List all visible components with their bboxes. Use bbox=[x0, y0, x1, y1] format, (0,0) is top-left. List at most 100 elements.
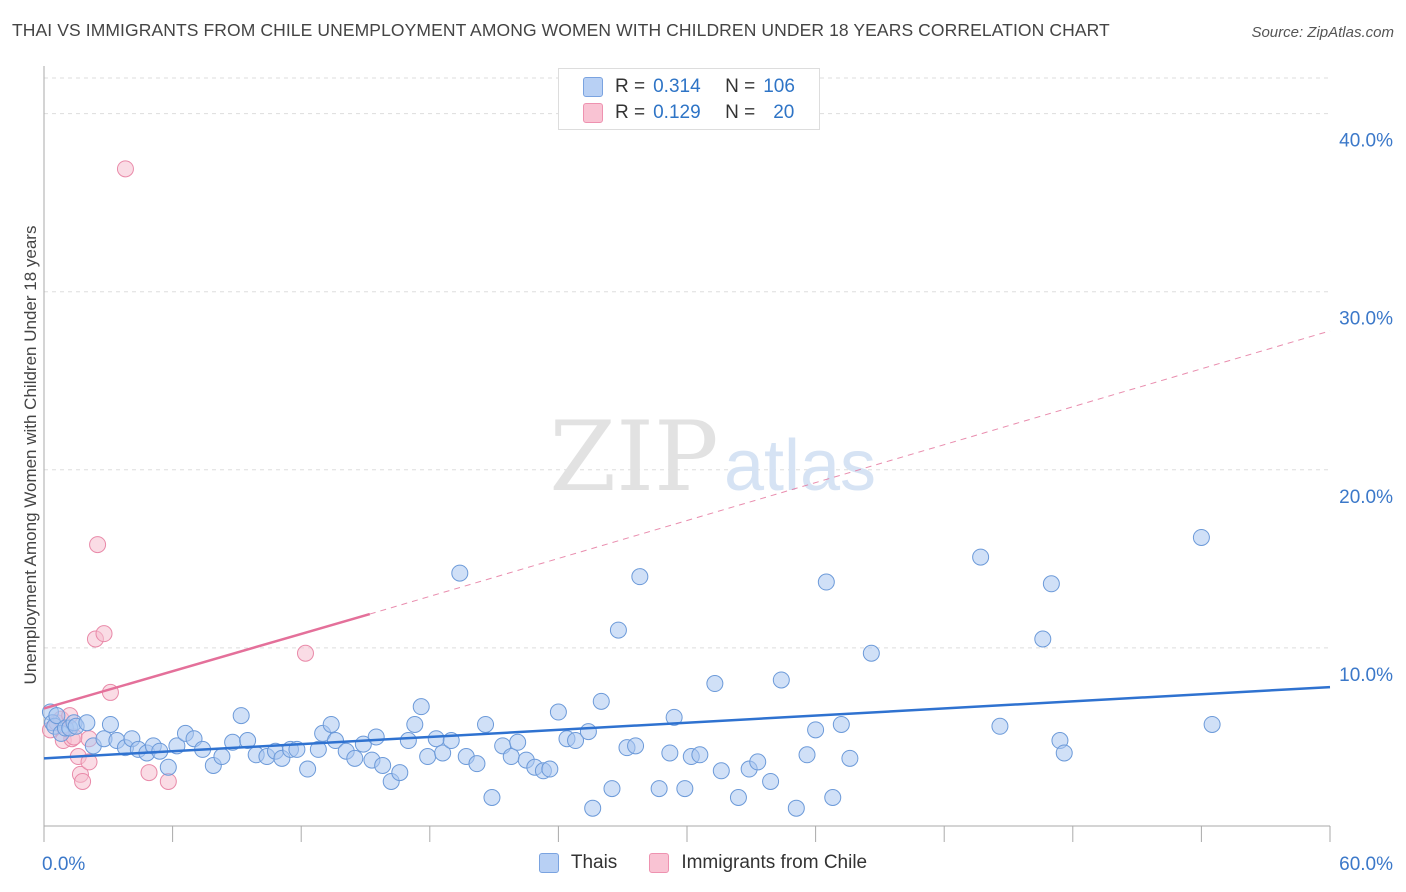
y-tick-label: 20.0% bbox=[1339, 487, 1393, 508]
chart-title: THAI VS IMMIGRANTS FROM CHILE UNEMPLOYME… bbox=[12, 20, 1110, 40]
legend-label-thais: Thais bbox=[570, 852, 618, 873]
thais-point bbox=[603, 780, 621, 798]
thais-point bbox=[451, 564, 469, 582]
thais-point bbox=[299, 760, 317, 778]
watermark-atlas: atlas bbox=[724, 426, 876, 506]
thais-point bbox=[841, 749, 859, 767]
thais-point bbox=[412, 698, 430, 716]
thais-point bbox=[48, 707, 66, 725]
thais-point bbox=[159, 758, 177, 776]
thais-point bbox=[468, 755, 486, 773]
legend-n-value-chile: 20 bbox=[773, 102, 795, 123]
chile-point bbox=[116, 160, 134, 178]
thais-point bbox=[1192, 528, 1210, 546]
thais-point bbox=[541, 760, 559, 778]
thais-point bbox=[972, 548, 990, 566]
chile-point bbox=[74, 772, 92, 790]
thais-point bbox=[817, 573, 835, 591]
thais-point bbox=[391, 764, 409, 782]
legend-swatch-chile bbox=[583, 103, 603, 123]
thais-point bbox=[483, 789, 501, 807]
thais-point bbox=[346, 749, 364, 767]
trend-lines bbox=[43, 330, 1331, 760]
thais-point bbox=[862, 644, 880, 662]
thais-point bbox=[567, 732, 585, 750]
chile-point bbox=[95, 625, 113, 643]
thais-point bbox=[609, 621, 627, 639]
thais-point bbox=[691, 746, 709, 764]
thais-point bbox=[807, 721, 825, 739]
thais-point bbox=[549, 703, 567, 721]
thais-point bbox=[367, 728, 385, 746]
thais-point bbox=[434, 744, 452, 762]
thais-point bbox=[239, 732, 257, 750]
thais-point bbox=[579, 723, 597, 741]
thais-point bbox=[676, 780, 694, 798]
thais-point bbox=[712, 762, 730, 780]
thais-point bbox=[798, 746, 816, 764]
source-label: Source: ZipAtlas.com bbox=[1251, 24, 1394, 41]
legend-row-thais: R = 0.314 N = 106 bbox=[583, 75, 795, 99]
legend-row-chile: R = 0.129 N = 20 bbox=[583, 101, 794, 125]
thais-point bbox=[78, 714, 96, 732]
thais-point bbox=[322, 715, 340, 733]
stats-legend: R = 0.314 N = 106 R = 0.129 N = 20 bbox=[558, 68, 820, 130]
grid-layer bbox=[44, 77, 1330, 649]
x-tick-label-max: 60.0% bbox=[1339, 854, 1393, 875]
legend-swatch-chile bbox=[649, 853, 670, 873]
legend-n-label: N = bbox=[725, 76, 756, 97]
thais-point bbox=[419, 748, 437, 766]
legend-r-value-chile: 0.129 bbox=[653, 102, 701, 123]
series-thais-points bbox=[41, 528, 1221, 817]
thais-point bbox=[213, 748, 231, 766]
chile-trend-line bbox=[43, 612, 371, 710]
y-axis-title: Unemployment Among Women with Children U… bbox=[21, 226, 40, 685]
legend-label-chile: Immigrants from Chile bbox=[681, 852, 868, 873]
legend-n-value-thais: 106 bbox=[763, 76, 795, 97]
legend-swatch-thais bbox=[583, 77, 603, 97]
y-tick-label: 10.0% bbox=[1339, 665, 1393, 686]
thais-point bbox=[406, 715, 424, 733]
thais-point bbox=[502, 748, 520, 766]
thais-point bbox=[650, 780, 668, 798]
legend-swatch-thais bbox=[538, 853, 559, 873]
thais-point bbox=[991, 717, 1009, 735]
thais-point bbox=[824, 789, 842, 807]
x-tick-label-min: 0.0% bbox=[42, 854, 85, 875]
chile-point bbox=[159, 772, 177, 790]
legend-item-thais[interactable]: Thais bbox=[538, 852, 618, 874]
thais-point bbox=[1203, 715, 1221, 733]
thais-point bbox=[592, 692, 610, 710]
thais-point bbox=[309, 740, 327, 758]
thais-trend-line bbox=[43, 685, 1331, 760]
chile-trend-extension bbox=[369, 330, 1331, 615]
thais-point bbox=[772, 671, 790, 689]
thais-point bbox=[477, 715, 495, 733]
thais-point bbox=[661, 744, 679, 762]
legend-r-label: R = bbox=[615, 102, 646, 123]
legend-n-label: N = bbox=[725, 102, 756, 123]
series-legend: Thais Immigrants from Chile bbox=[0, 852, 1406, 874]
thais-point bbox=[762, 772, 780, 790]
axis-layer: 10.0% 20.0% 30.0% 40.0% bbox=[43, 66, 1393, 842]
y-tick-label: 40.0% bbox=[1339, 131, 1393, 152]
thais-point bbox=[749, 753, 767, 771]
legend-r-label: R = bbox=[615, 76, 646, 97]
chile-point bbox=[140, 764, 158, 782]
thais-point bbox=[427, 730, 445, 748]
thais-point bbox=[584, 799, 602, 817]
chile-point bbox=[89, 536, 107, 554]
thais-point bbox=[787, 799, 805, 817]
thais-point bbox=[706, 675, 724, 693]
thais-point bbox=[1042, 575, 1060, 593]
thais-point bbox=[665, 708, 683, 726]
thais-point bbox=[832, 715, 850, 733]
thais-point bbox=[232, 707, 250, 725]
legend-item-chile[interactable]: Immigrants from Chile bbox=[649, 852, 867, 874]
thais-point bbox=[1034, 630, 1052, 648]
series-chile-points bbox=[41, 160, 314, 790]
thais-point bbox=[399, 732, 417, 750]
thais-point bbox=[631, 568, 649, 586]
chile-point bbox=[80, 753, 98, 771]
